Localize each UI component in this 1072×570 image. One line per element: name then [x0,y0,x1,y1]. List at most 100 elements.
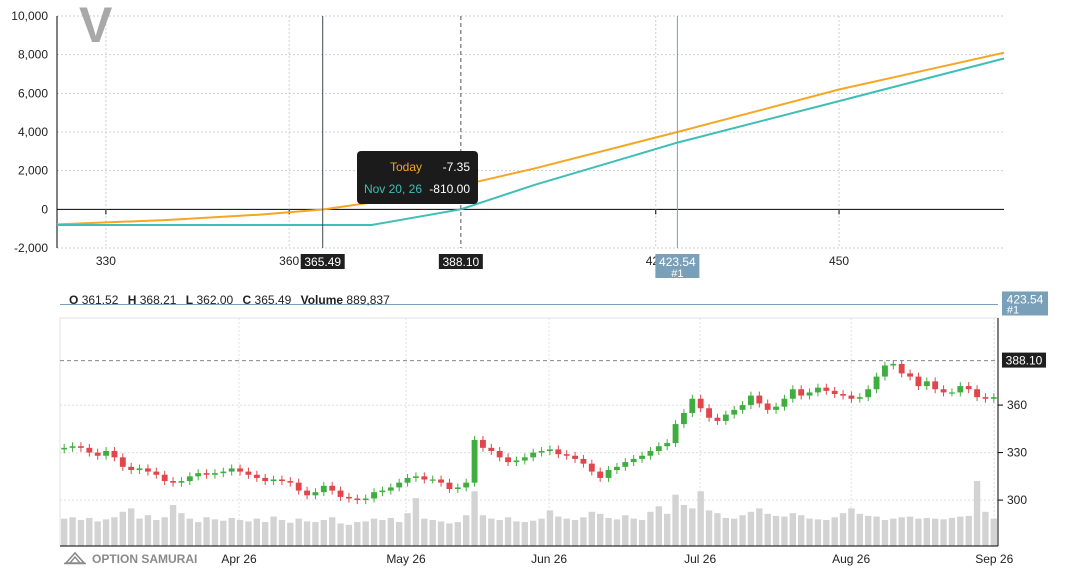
volume-bar [588,511,595,546]
candlesticks [61,359,997,505]
volume-bar [94,521,101,546]
strike-price-tag-id: #1 [1007,304,1019,316]
candle [639,455,645,459]
volume-bar [580,517,587,546]
candle [630,458,637,463]
candle [806,392,813,396]
candle [178,481,185,483]
x-tick-label: 450 [829,254,849,268]
volume-bar [513,521,520,546]
candle [295,482,302,491]
volume-bar [169,504,177,546]
candle [664,443,671,447]
candle-axes: 300 330 360 Apr 26 May 26 Jun 26 Jul 26 Aug 26 S… [60,318,1027,566]
volume-bar [597,513,604,546]
volume-bar [915,518,922,546]
candle [915,376,922,387]
volume-bar [186,518,193,546]
candle [279,479,285,482]
candle [379,490,386,493]
candle [362,498,369,501]
volume-bar [731,518,738,546]
volume-bar [839,513,847,546]
x-tick-label: 330 [96,254,116,268]
candle [471,439,478,483]
candle [923,381,930,387]
brand-logo[interactable]: OPTION SAMURAI [64,551,197,566]
candle [463,482,470,488]
volume-bar [379,520,386,546]
candle [161,474,168,482]
volume-bar [496,520,503,546]
price-tick-label: 330 [1007,446,1027,460]
candle [413,476,419,478]
ohlc-volume-value: 889,837 [346,293,390,307]
volume-bar [555,516,562,546]
candle [320,485,327,493]
candle [69,446,76,448]
candle [823,387,830,391]
volume-bar [77,520,85,546]
volume-bar [714,513,721,546]
volume-bar [161,517,168,546]
candle [245,471,252,475]
volume-bar [630,518,637,546]
volume-bar [153,520,160,546]
candle [521,457,528,461]
candle [396,482,403,488]
volume-bar [756,508,763,546]
volume-bar [61,518,68,546]
candle [429,479,436,481]
candle [438,479,444,483]
volume-bar [463,515,470,546]
volume-bar [957,516,964,546]
candle [329,485,336,491]
candle [563,454,570,456]
ohlc-low-value: 362.00 [196,293,234,307]
volume-bar [873,516,880,546]
payoff-tooltip: Today -7.35 Nov 20, 26 -810.00 [357,151,478,204]
date-tick-label: Jun 26 [531,552,567,566]
volume-bar [471,491,478,546]
candle [103,451,109,456]
candle [781,398,788,407]
volume-bars [61,481,997,546]
candle [94,452,101,456]
volume-bar [973,481,981,546]
candle [655,446,662,451]
candle [605,470,612,478]
volume-bar [454,522,461,546]
volume-bar [262,522,269,546]
volume-bar [220,520,227,546]
candle [119,457,126,467]
volume-bar [312,522,319,546]
volume-bar [622,515,629,546]
candle [815,387,821,393]
strike-price-tag: 423.54 [1007,292,1044,306]
candle [186,476,193,482]
candle [940,389,947,393]
candle [505,457,511,463]
candle [547,449,553,451]
tooltip-today-label: Today [389,160,422,174]
candle [748,395,754,406]
candle [982,397,989,399]
candle [203,473,210,475]
payoff-grid [57,15,1004,249]
candle [153,471,160,475]
candle [538,451,545,453]
candle [789,389,796,399]
tooltip-expiry-value: -810.00 [429,182,470,196]
candle [898,363,905,374]
candle [706,408,712,418]
volume-bar [747,511,755,546]
volume-bar [881,520,889,546]
volume-bar [387,517,394,546]
volume-bar [488,518,495,546]
candle [764,403,771,410]
candle [78,446,84,448]
candle [773,406,779,410]
today-payoff-line [56,51,1005,226]
ticker-watermark: V [79,0,113,53]
volume-bar [571,520,579,546]
